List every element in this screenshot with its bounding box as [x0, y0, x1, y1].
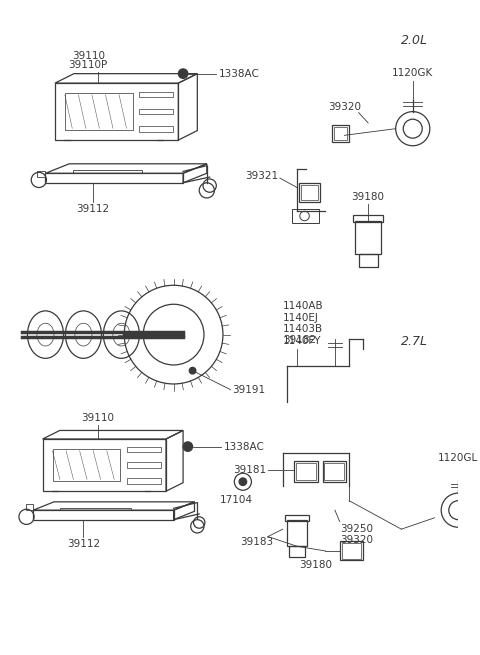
Text: 39112: 39112 — [76, 204, 109, 214]
Text: 39320: 39320 — [340, 535, 372, 545]
Text: 39110: 39110 — [81, 413, 114, 423]
Bar — [340, 542, 363, 561]
Bar — [299, 183, 320, 202]
Text: 11403B: 11403B — [283, 324, 323, 334]
Circle shape — [183, 442, 192, 451]
Bar — [37, 172, 45, 177]
Bar — [359, 254, 378, 267]
Text: 1120GK: 1120GK — [392, 68, 433, 79]
Bar — [139, 92, 173, 98]
Circle shape — [239, 478, 247, 485]
Bar — [294, 461, 318, 481]
Text: 1338AC: 1338AC — [219, 69, 260, 79]
Bar — [25, 504, 33, 510]
Bar — [65, 93, 132, 130]
Text: 1140FY: 1140FY — [283, 335, 321, 346]
Bar — [127, 462, 161, 468]
Text: 1338AC: 1338AC — [224, 441, 265, 451]
Bar — [334, 127, 347, 140]
Bar — [301, 185, 318, 200]
Bar — [139, 109, 173, 115]
Text: 39180: 39180 — [299, 559, 332, 570]
Circle shape — [189, 367, 196, 374]
Text: 2.7L: 2.7L — [401, 335, 428, 348]
Text: 1140EJ: 1140EJ — [283, 313, 319, 323]
Text: 39112: 39112 — [67, 538, 100, 549]
Text: 39320: 39320 — [328, 102, 361, 111]
Bar — [52, 449, 120, 481]
Text: 1140AB: 1140AB — [283, 301, 324, 311]
Bar — [323, 461, 346, 481]
Text: 39183: 39183 — [240, 536, 274, 547]
Text: 39250: 39250 — [340, 525, 372, 534]
Bar — [324, 462, 345, 480]
Text: 39110: 39110 — [72, 51, 105, 61]
Bar — [332, 125, 349, 142]
Circle shape — [179, 69, 188, 79]
Text: 39182: 39182 — [283, 335, 316, 345]
Bar — [289, 546, 304, 557]
Text: 39180: 39180 — [352, 192, 384, 202]
Bar — [355, 221, 382, 254]
Text: 39110P: 39110P — [69, 60, 108, 70]
Text: 17104: 17104 — [220, 495, 253, 505]
Bar — [127, 478, 161, 483]
Bar — [287, 519, 307, 546]
Bar — [342, 544, 361, 559]
Bar — [296, 462, 316, 480]
Bar — [353, 215, 384, 221]
Text: 39321: 39321 — [245, 171, 278, 181]
Text: 1120GL: 1120GL — [438, 453, 479, 462]
Bar — [292, 210, 319, 223]
Bar — [285, 515, 309, 521]
Bar — [139, 126, 173, 132]
Bar — [127, 447, 161, 453]
Text: 2.0L: 2.0L — [401, 34, 428, 47]
Text: 39191: 39191 — [232, 384, 265, 395]
Text: 39181: 39181 — [233, 465, 266, 476]
